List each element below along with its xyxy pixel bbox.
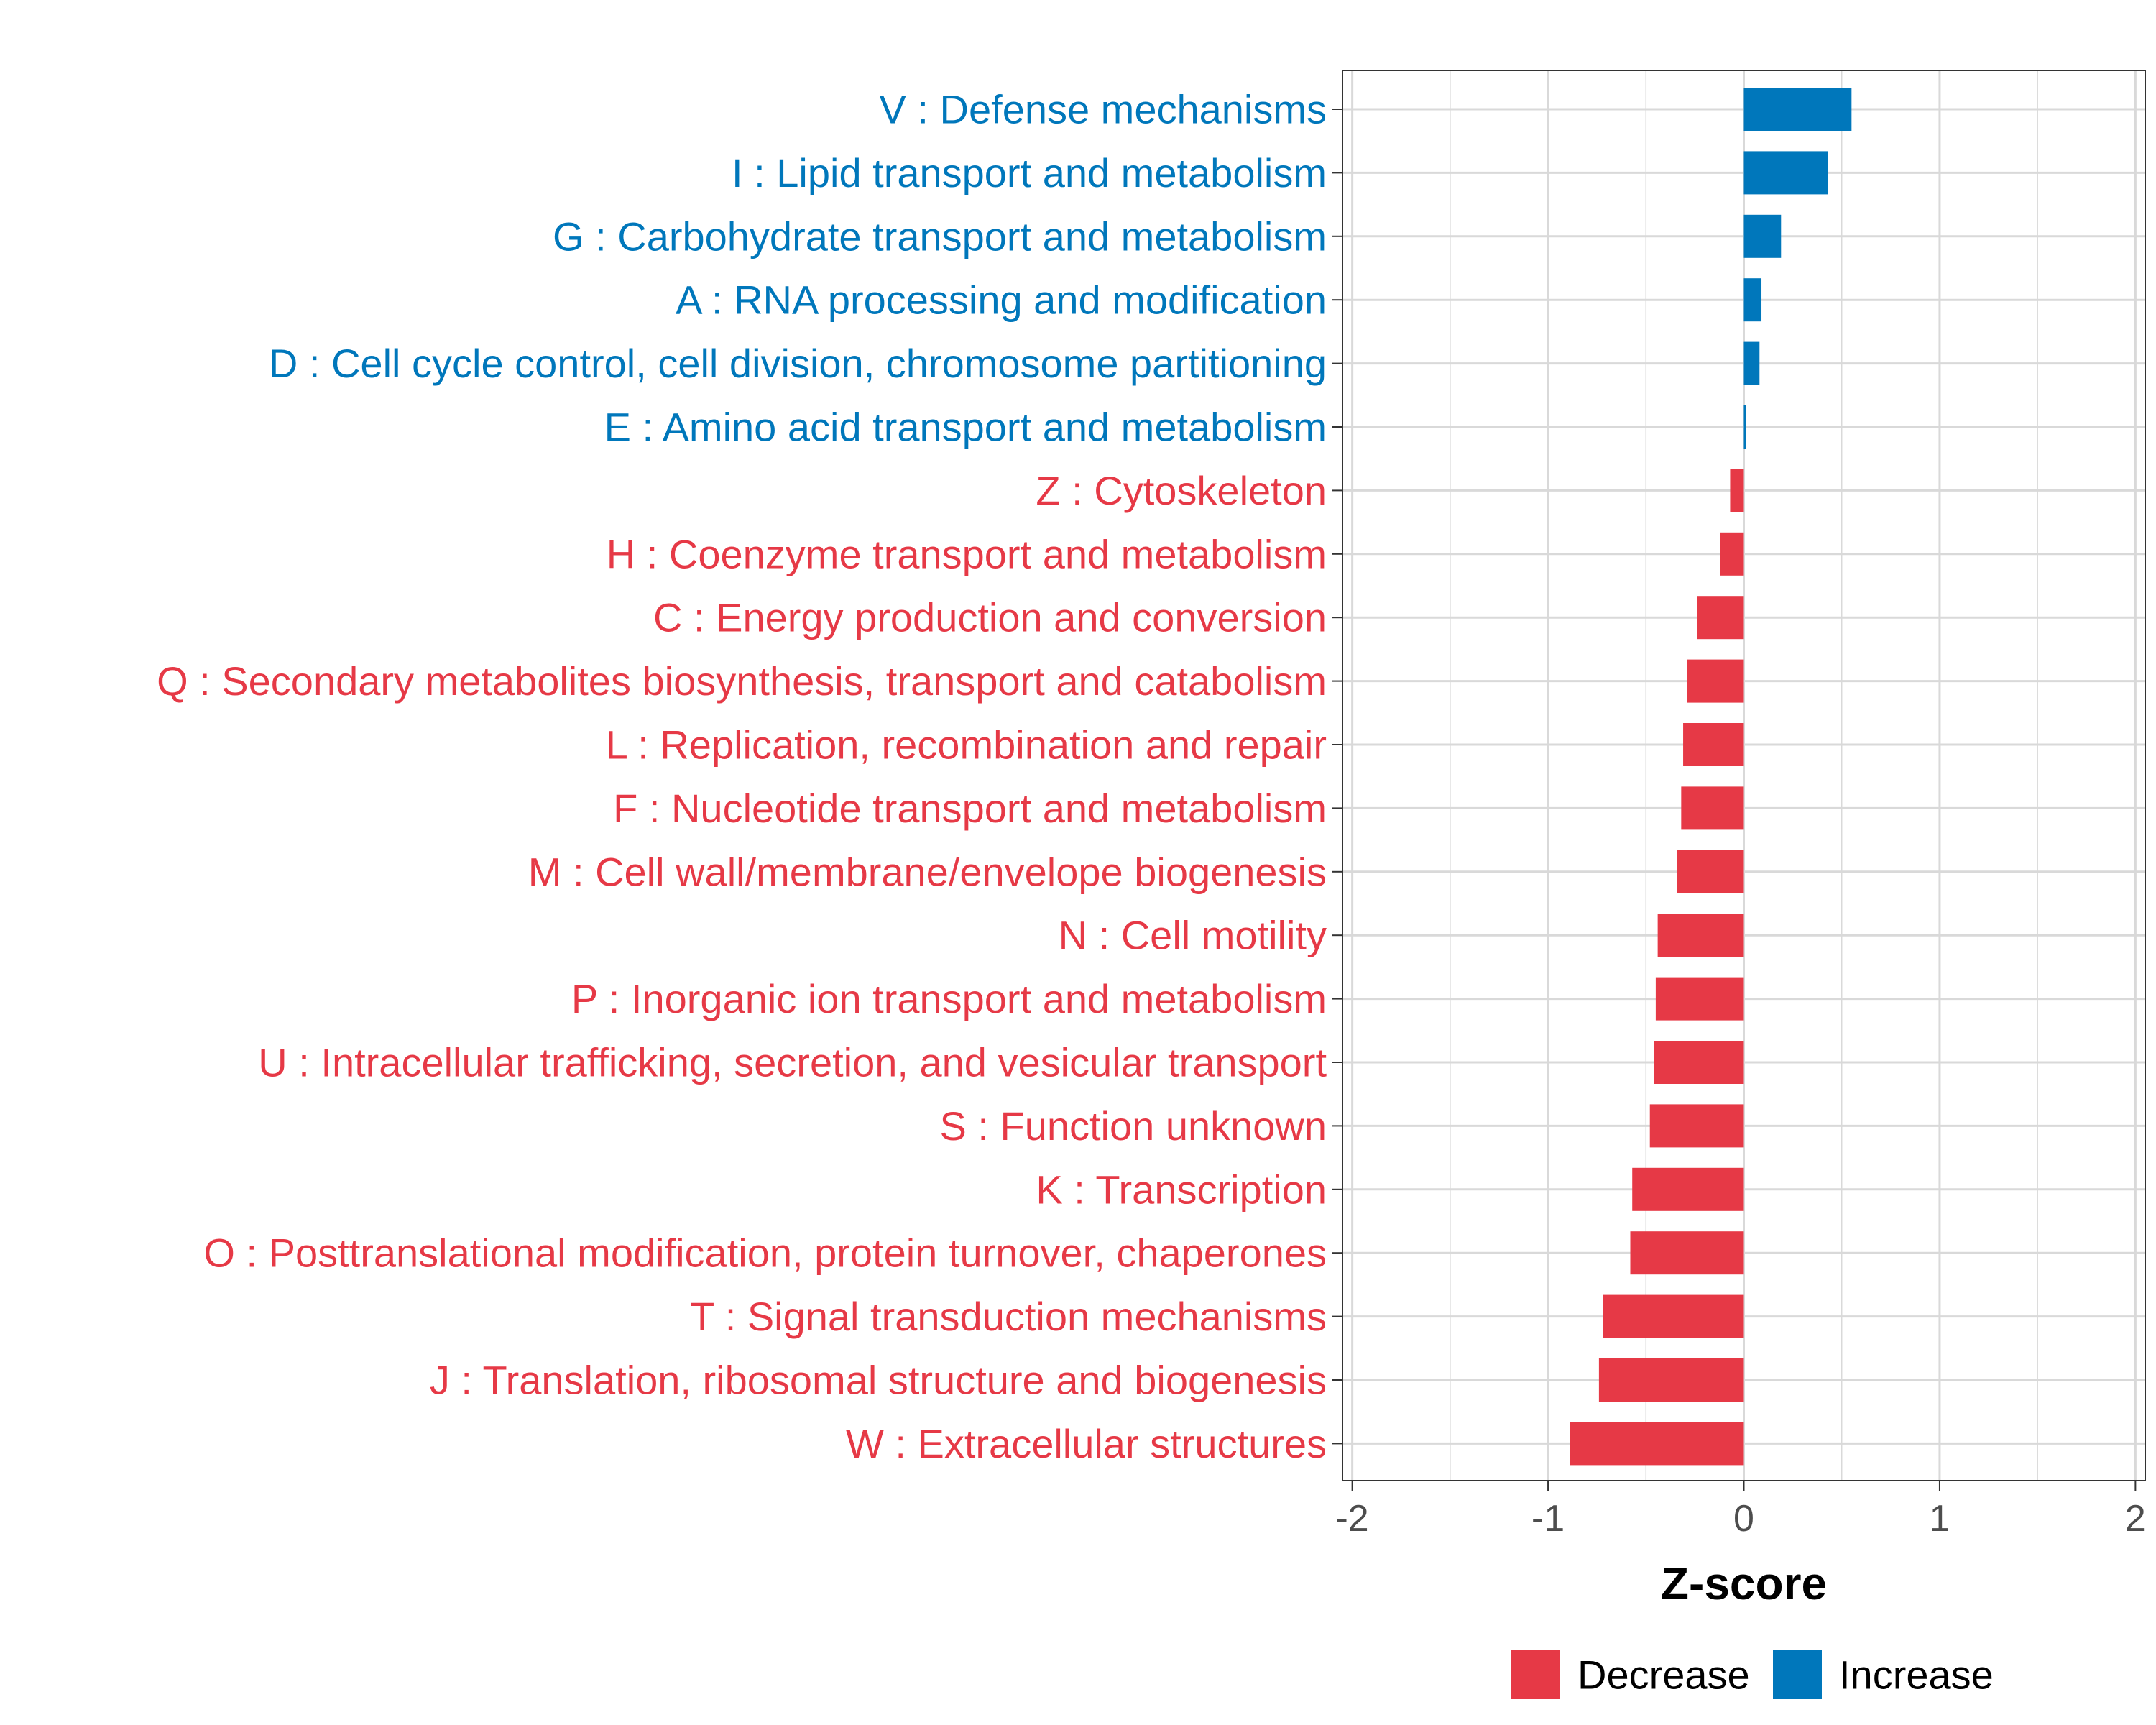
bar [1630,1231,1744,1275]
bar [1677,850,1744,893]
category-label: D : Cell cycle control, cell division, c… [269,341,1327,386]
category-label: N : Cell motility [1059,913,1327,958]
bar [1743,278,1762,322]
category-label: G : Carbohydrate transport and metabolis… [553,213,1327,259]
bar [1743,405,1746,448]
category-label: O : Posttranslational modification, prot… [203,1230,1327,1276]
bar [1743,151,1828,195]
category-label: W : Extracellular structures [846,1421,1327,1466]
legend-label: Decrease [1577,1652,1750,1698]
x-tick-label: 0 [1733,1498,1754,1540]
x-tick-label: -1 [1531,1498,1565,1540]
bars [1570,88,1852,1466]
bar [1743,88,1852,131]
bar [1649,1104,1744,1148]
bar [1743,341,1760,385]
category-label: I : Lipid transport and metabolism [732,150,1327,196]
y-axis-labels: V : Defense mechanisms I : Lipid transpor… [157,87,1327,1466]
category-label: Q : Secondary metabolites biosynthesis, … [157,658,1327,704]
bar [1683,723,1744,766]
category-label: T : Signal transduction mechanisms [690,1294,1327,1339]
category-label: J : Translation, ribosomal structure and… [430,1358,1327,1403]
category-label: S : Function unknown [939,1103,1327,1149]
category-label: C : Energy production and conversion [653,595,1327,640]
bar [1632,1167,1744,1211]
category-label: H : Coenzyme transport and metabolism [607,531,1327,576]
bar [1570,1422,1744,1466]
bar [1687,659,1744,703]
category-label: F : Nucleotide transport and metabolism [613,786,1327,831]
bar [1743,214,1782,258]
bar [1720,532,1744,576]
category-label: P : Inorganic ion transport and metaboli… [571,976,1327,1021]
x-axis-tick-labels: -2 -1 0 1 2 [1335,1498,2145,1540]
category-label: Z : Cytoskeleton [1036,468,1327,513]
category-label: K : Transcription [1036,1167,1327,1212]
bar [1655,977,1744,1021]
category-label: E : Amino acid transport and metabolism [604,405,1327,450]
bar [1654,1041,1744,1084]
bar [1603,1294,1744,1338]
x-tick-label: -2 [1335,1498,1368,1540]
category-label: A : RNA processing and modification [676,277,1327,323]
legend-label: Increase [1839,1652,1994,1698]
category-label: M : Cell wall/membrane/envelope biogenes… [528,849,1327,894]
bar [1697,596,1744,640]
bar [1730,469,1744,512]
legend-key [1773,1650,1822,1699]
x-tick-label: 2 [2125,1498,2146,1540]
category-label: V : Defense mechanisms [880,87,1327,132]
category-label: L : Replication, recombination and repai… [606,722,1327,768]
y-axis-ticks [1332,109,1342,1445]
bar [1598,1358,1744,1402]
legend: Decrease Increase [1511,1650,1994,1699]
x-axis-title: Z-score [1661,1558,1827,1609]
bar [1681,786,1744,830]
bar [1657,914,1744,957]
legend-key [1511,1650,1560,1699]
x-tick-label: 1 [1929,1498,1950,1540]
category-label: U : Intracellular trafficking, secretion… [258,1040,1327,1085]
x-axis-ticks [1351,1481,2137,1491]
